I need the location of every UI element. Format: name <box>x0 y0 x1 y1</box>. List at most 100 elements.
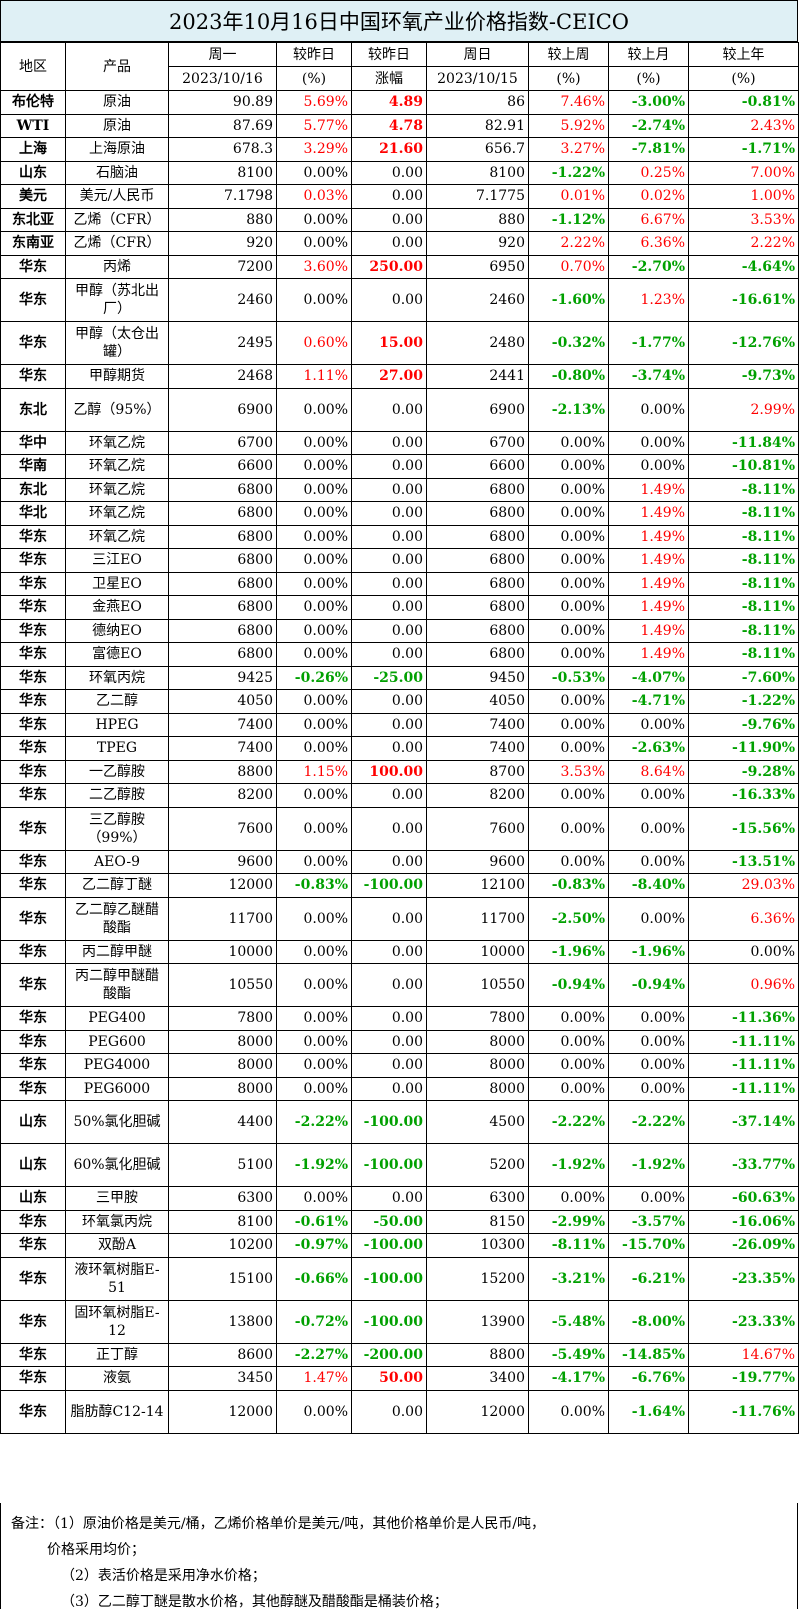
vs-week-cell: -0.94% <box>528 963 609 1007</box>
region-cell: 华东 <box>0 1053 66 1078</box>
region-cell: 华东 <box>0 712 66 737</box>
vs-week-cell: 0.00% <box>528 783 609 808</box>
region-cell: 华东 <box>0 1209 66 1234</box>
region-cell: 华东 <box>0 1006 66 1031</box>
monday-price-cell: 10000 <box>168 939 277 964</box>
table-row: 山东 石脑油 8100 0.00% 0.00 8100 -1.22% 0.25% 7.00% <box>0 160 799 185</box>
vs-week-cell: 3.53% <box>528 759 609 784</box>
vs-year-cell: -33.77% <box>688 1143 799 1187</box>
vs-yesterday-abs-cell: -100.00 <box>351 1299 427 1344</box>
table-row: 华东 甲醇（苏北出厂） 2460 0.00% 0.00 2460 -1.60% 1.23% -1… <box>0 278 799 322</box>
vs-yesterday-pct-cell: 0.00% <box>276 595 352 620</box>
vs-month-cell: 0.00% <box>608 712 689 737</box>
vs-yesterday-pct-cell: 0.03% <box>276 184 352 209</box>
vs-yesterday-pct-cell: 0.00% <box>276 1389 352 1434</box>
vs-yesterday-abs-cell: 21.60 <box>351 137 427 162</box>
product-cell: 甲醇（太仓出罐） <box>65 321 169 365</box>
product-cell: 乙二醇丁醚 <box>65 873 169 898</box>
sunday-price-cell: 8000 <box>426 1076 529 1101</box>
region-cell: 华东 <box>0 873 66 898</box>
vs-yesterday-pct-cell: 0.00% <box>276 477 352 502</box>
vs-yesterday-pct-cell: 0.00% <box>276 712 352 737</box>
region-cell: 华东 <box>0 783 66 808</box>
vs-yesterday-abs-cell: 0.00 <box>351 387 427 432</box>
vs-yesterday-abs-cell: -200.00 <box>351 1342 427 1367</box>
table-row: 东北 环氧乙烷 6800 0.00% 0.00 6800 0.00% 1.49% -8.11% <box>0 477 799 502</box>
vs-year-cell: -8.11% <box>688 642 799 667</box>
vs-yesterday-abs-cell: 0.00 <box>351 454 427 479</box>
vs-year-cell: -9.76% <box>688 712 799 737</box>
product-cell: PEG400 <box>65 1006 169 1031</box>
vs-month-cell: -6.76% <box>608 1366 689 1391</box>
vs-yesterday-abs-cell: 0.00 <box>351 939 427 964</box>
sunday-price-cell: 9450 <box>426 665 529 690</box>
vs-week-cell: 0.00% <box>528 1186 609 1211</box>
vs-week-cell: -8.11% <box>528 1233 609 1258</box>
header-sunday-date: 2023/10/15 <box>426 66 529 91</box>
vs-yesterday-pct-cell: 1.47% <box>276 1366 352 1391</box>
vs-year-cell: -8.11% <box>688 477 799 502</box>
vs-week-cell: -1.60% <box>528 278 609 322</box>
vs-yesterday-pct-cell: 0.00% <box>276 896 352 941</box>
vs-year-cell: -23.33% <box>688 1299 799 1344</box>
sunday-price-cell: 2480 <box>426 321 529 365</box>
vs-yesterday-abs-cell: 0.00 <box>351 1029 427 1054</box>
vs-year-cell: -11.11% <box>688 1053 799 1078</box>
product-cell: 三甲胺 <box>65 1186 169 1211</box>
product-cell: 乙烯（CFR） <box>65 207 169 232</box>
vs-yesterday-abs-cell: 0.00 <box>351 1389 427 1434</box>
vs-yesterday-abs-cell: 100.00 <box>351 759 427 784</box>
table-row: 华东 乙二醇乙醚醋酸酯 11700 0.00% 0.00 11700 -2.50% 0.00%… <box>0 896 799 941</box>
vs-yesterday-abs-cell: -25.00 <box>351 665 427 690</box>
product-cell: 50%氯化胆碱 <box>65 1100 169 1144</box>
vs-yesterday-pct-cell: 0.00% <box>276 736 352 761</box>
vs-yesterday-pct-cell: 3.29% <box>276 137 352 162</box>
monday-price-cell: 2460 <box>168 278 277 322</box>
vs-month-cell: -8.40% <box>608 873 689 898</box>
vs-week-cell: 0.00% <box>528 849 609 874</box>
vs-year-cell: -19.77% <box>688 1366 799 1391</box>
vs-week-cell: -0.53% <box>528 665 609 690</box>
vs-week-cell: -2.50% <box>528 896 609 941</box>
table-row: 华东 脂肪醇C12-14 12000 0.00% 0.00 12000 0.00% -1.64… <box>0 1389 799 1434</box>
product-cell: PEG600 <box>65 1029 169 1054</box>
header-monday-date: 2023/10/16 <box>168 66 277 91</box>
monday-price-cell: 6800 <box>168 595 277 620</box>
vs-yesterday-pct-cell: 0.00% <box>276 454 352 479</box>
vs-yesterday-pct-cell: 5.77% <box>276 113 352 138</box>
vs-week-cell: 7.46% <box>528 90 609 115</box>
vs-month-cell: -0.94% <box>608 963 689 1007</box>
price-table: 地区 产品 周一 较昨日 较昨日 周日 较上周 较上月 较上年 2023/10/… <box>0 42 799 1434</box>
table-row: 东南亚 乙烯（CFR） 920 0.00% 0.00 920 2.22% 6.36% 2.22% <box>0 231 799 256</box>
vs-month-cell: 0.00% <box>608 1076 689 1101</box>
vs-yesterday-pct-cell: 0.00% <box>276 1053 352 1078</box>
vs-week-cell: 2.22% <box>528 231 609 256</box>
vs-yesterday-pct-cell: 0.00% <box>276 387 352 432</box>
vs-year-cell: -60.63% <box>688 1186 799 1211</box>
vs-month-cell: -2.70% <box>608 254 689 279</box>
monday-price-cell: 15100 <box>168 1256 277 1301</box>
vs-month-cell: 1.49% <box>608 595 689 620</box>
table-row: 华东 二乙醇胺 8200 0.00% 0.00 8200 0.00% 0.00% -16.33% <box>0 783 799 808</box>
table-row: 华东 PEG600 8000 0.00% 0.00 8000 0.00% 0.00% -11.1… <box>0 1029 799 1054</box>
vs-yesterday-pct-cell: 3.60% <box>276 254 352 279</box>
sunday-price-cell: 7400 <box>426 712 529 737</box>
sunday-price-cell: 10000 <box>426 939 529 964</box>
vs-month-cell: 0.00% <box>608 387 689 432</box>
vs-week-cell: 0.00% <box>528 477 609 502</box>
header-row-2: 2023/10/16 (%) 涨幅 2023/10/15 (%) (%) (%) <box>1 66 799 91</box>
vs-yesterday-abs-cell: 27.00 <box>351 364 427 389</box>
vs-year-cell: 2.99% <box>688 387 799 432</box>
monday-price-cell: 9600 <box>168 849 277 874</box>
product-cell: 一乙醇胺 <box>65 759 169 784</box>
vs-month-cell: 6.67% <box>608 207 689 232</box>
sunday-price-cell: 6950 <box>426 254 529 279</box>
vs-month-cell: 0.00% <box>608 1053 689 1078</box>
sunday-price-cell: 13900 <box>426 1299 529 1344</box>
vs-yesterday-pct-cell: 0.00% <box>276 642 352 667</box>
vs-week-cell: 0.00% <box>528 1076 609 1101</box>
vs-yesterday-pct-cell: -1.92% <box>276 1143 352 1187</box>
vs-year-cell: -8.11% <box>688 571 799 596</box>
vs-week-cell: 0.00% <box>528 806 609 851</box>
vs-yesterday-pct-cell: 0.00% <box>276 1006 352 1031</box>
